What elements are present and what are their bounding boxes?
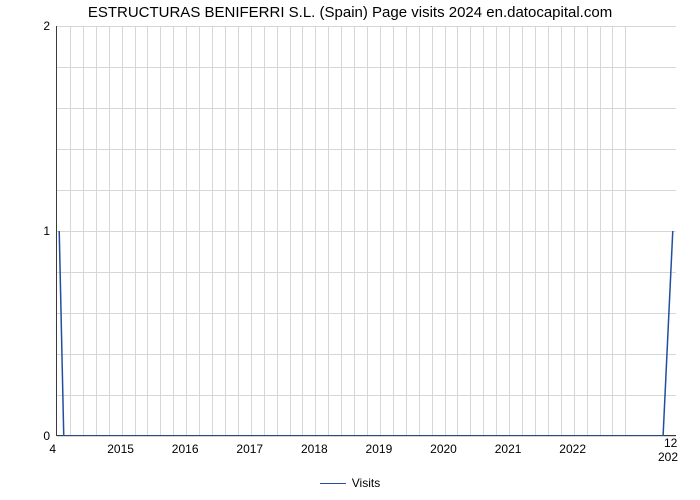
chart-container: ESTRUCTURAS BENIFERRI S.L. (Spain) Page … [0, 0, 700, 500]
x-tick-label: 2022 [559, 442, 586, 456]
x-tick-label: 2016 [172, 442, 199, 456]
x-tick-label: 2019 [366, 442, 393, 456]
x-tick-label: 2020 [430, 442, 457, 456]
x-axis-right-corner-label-top: 12 [664, 436, 677, 450]
y-tick-label: 1 [43, 224, 50, 238]
x-axis-left-corner-label: 4 [49, 442, 56, 456]
x-tick-label: 2021 [495, 442, 522, 456]
chart-title: ESTRUCTURAS BENIFERRI S.L. (Spain) Page … [0, 4, 700, 21]
x-tick-label: 2017 [236, 442, 263, 456]
legend-swatch [320, 483, 346, 484]
y-tick-label: 0 [43, 429, 50, 443]
plot-area [56, 26, 676, 436]
x-tick-label: 2018 [301, 442, 328, 456]
legend: Visits [0, 476, 700, 490]
x-axis-right-corner-label-bottom: 202 [658, 450, 678, 464]
y-tick-label: 2 [43, 19, 50, 33]
x-tick-label: 2015 [107, 442, 134, 456]
legend-label: Visits [352, 476, 380, 490]
